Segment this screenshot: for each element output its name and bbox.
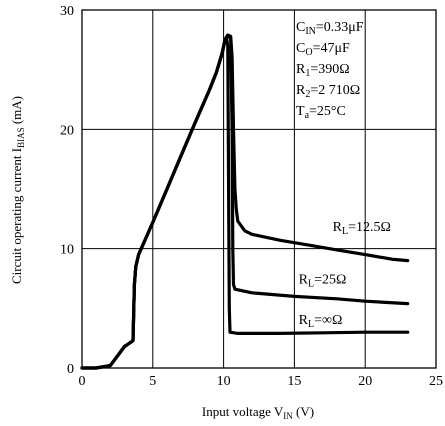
- x-tick-label: 25: [429, 374, 443, 389]
- conditions-box: CIN=0.33μF CO=47μF R1=390Ω R2=2 710Ω Ta=25°C: [296, 20, 364, 121]
- x-axis-label: Input voltage VIN (V): [202, 404, 314, 421]
- x-tick-label: 15: [287, 374, 301, 389]
- y-tick-label: 30: [60, 4, 74, 19]
- series-labels: RL=12.5Ω RL=25Ω RL=∞Ω: [299, 220, 391, 330]
- y-axis-label: Circuit operating current IBIAS (mA): [9, 96, 26, 284]
- series-line-3: [80, 35, 410, 370]
- x-tick-label: 10: [217, 374, 231, 389]
- series-label-3: RL=∞Ω: [299, 313, 343, 330]
- y-tick-label: 0: [67, 362, 74, 377]
- condition-line: CO=47μF: [296, 41, 350, 58]
- series-label-2: RL=25Ω: [299, 272, 347, 289]
- x-tick-label: 5: [149, 374, 156, 389]
- tick-labels: 0 5 10 15 20 25 0 10 20 30: [60, 4, 443, 389]
- y-tick-label: 10: [60, 243, 74, 258]
- series-lines: [80, 33, 410, 370]
- plot-area: [81, 9, 437, 369]
- condition-line: CIN=0.33μF: [296, 20, 364, 37]
- series-label-1: RL=12.5Ω: [333, 220, 391, 237]
- condition-line: Ta=25°C: [296, 104, 346, 121]
- x-tick-label: 0: [79, 374, 86, 389]
- y-tick-label: 20: [60, 123, 74, 138]
- x-tick-label: 20: [358, 374, 372, 389]
- condition-line: R2=2 710Ω: [296, 83, 360, 100]
- condition-line: R1=390Ω: [296, 62, 350, 79]
